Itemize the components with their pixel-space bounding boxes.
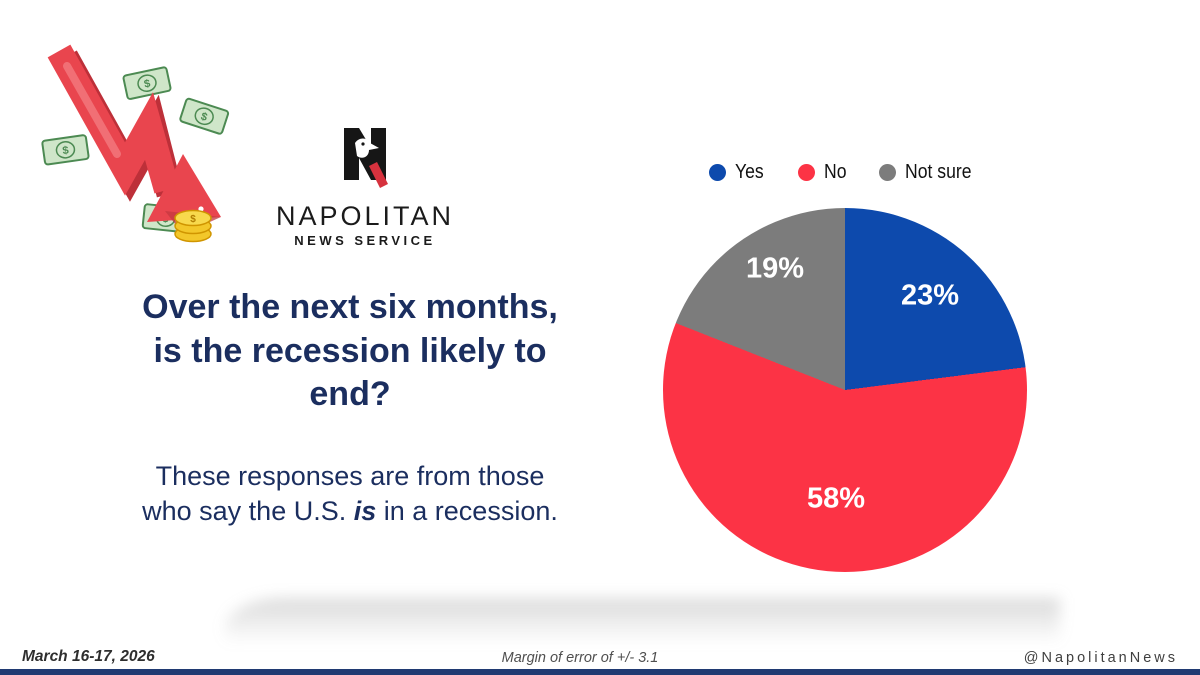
falling-arrow-money-illustration: $ $ $ $ xyxy=(41,44,230,243)
logo-name: NAPOLITAN xyxy=(275,201,455,231)
svg-text:$: $ xyxy=(190,214,196,225)
napolitan-logo: NAPOLITAN NEWS SERVICE xyxy=(255,126,475,248)
svg-text:$: $ xyxy=(199,111,209,124)
legend-item-no: No xyxy=(797,160,850,184)
pie-legend: Yes No Not sure xyxy=(663,158,1027,186)
emphasis-is: is xyxy=(353,496,377,527)
title-line-3: end? xyxy=(309,375,391,414)
arrow-highlight xyxy=(63,62,121,158)
subtitle-line-2: who say the U.S. is in a recession. xyxy=(142,496,558,527)
margin-of-error: Margin of error of +/- 3.1 xyxy=(501,650,659,666)
svg-text:$: $ xyxy=(143,78,151,91)
pie-label-not-sure: 19% xyxy=(745,252,805,285)
pie-label-no: 58% xyxy=(806,482,866,515)
pie-label-yes: 23% xyxy=(900,279,960,312)
question-subtitle: These responses are from those who say t… xyxy=(70,459,630,531)
survey-date: March 16-17, 2026 xyxy=(22,648,155,665)
legend-dot-not-sure xyxy=(879,163,897,181)
dollar-bill-icon: $ xyxy=(122,66,172,100)
napolitan-eagle-logo-icon xyxy=(344,128,388,188)
social-handle: @NapolitanNews xyxy=(1023,650,1178,666)
title-line-2: is the recession likely to xyxy=(153,331,547,370)
legend-label-no: No xyxy=(823,160,847,183)
subtitle-line-1: These responses are from those xyxy=(155,460,545,491)
title-line-1: Over the next six months, xyxy=(142,288,558,326)
shadow-band xyxy=(225,598,1060,644)
legend-dot-yes xyxy=(709,163,727,181)
question-title: Over the next six months, is the recessi… xyxy=(70,286,630,417)
legend-item-yes: Yes xyxy=(709,161,768,184)
legend-label-not-sure: Not sure xyxy=(905,160,972,183)
dollar-bill-icon: $ xyxy=(41,134,90,166)
dollar-bill-icon: $ xyxy=(179,97,230,135)
logo-subname: NEWS SERVICE xyxy=(294,233,436,249)
bottom-accent-bar xyxy=(0,669,1200,675)
legend-item-not-sure: Not sure xyxy=(879,161,981,184)
arrow-head xyxy=(147,154,221,222)
gold-coins-icon: $ xyxy=(174,209,212,243)
legend-label-yes: Yes xyxy=(735,160,764,183)
svg-text:$: $ xyxy=(62,144,70,157)
pie-graphic xyxy=(663,208,1027,572)
pie-chart: 23% 58% 19% xyxy=(663,208,1027,572)
legend-dot-no xyxy=(797,163,815,181)
question-block: Over the next six months, is the recessi… xyxy=(70,286,630,530)
